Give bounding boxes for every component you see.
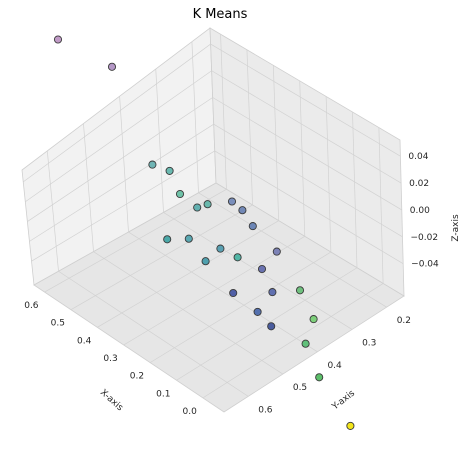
- scatter-point: [268, 288, 277, 297]
- gridline-floor-x: [97, 220, 279, 328]
- y-ticks: 0.2 0.3 0.4 0.5 0.6: [258, 316, 411, 415]
- x-tick-label: 0.4: [77, 336, 92, 346]
- x-tick-label: 0.6: [24, 301, 39, 311]
- y-axis-label: Y-axis: [330, 388, 357, 413]
- x-axis-label: X-axis: [98, 388, 125, 414]
- scatter-point: [233, 253, 242, 262]
- gridlines: [23, 34, 404, 399]
- gridline-wall-y: [119, 96, 129, 233]
- gridline-floor-y: [163, 212, 353, 330]
- gridline-floor-x: [70, 204, 253, 310]
- scatter-point: [203, 200, 212, 209]
- scatter-point: [295, 286, 305, 295]
- axes-panes: [21, 27, 405, 413]
- scatter-point: [309, 315, 318, 324]
- z-tick-label: 0.00: [410, 206, 430, 216]
- z-tick-label: −0.04: [411, 260, 439, 270]
- gridline-floor-y: [198, 192, 387, 308]
- scatter-point: [301, 339, 310, 348]
- scatter-point: [163, 235, 172, 244]
- gridline-floor-x: [149, 251, 332, 363]
- scatter-point: [107, 62, 117, 71]
- z-ticks: 0.04 0.02 0.00 −0.02 −0.04: [408, 152, 439, 270]
- gridline-wall-z: [27, 97, 402, 222]
- gridline-wall-x: [220, 34, 227, 190]
- y-tick-label: 0.2: [397, 316, 411, 326]
- scatter-point: [201, 257, 210, 266]
- y-tick-label: 0.5: [293, 383, 307, 393]
- gridline-wall-y: [155, 68, 164, 213]
- z-tick-label: 0.04: [408, 152, 428, 162]
- gridline-wall-x: [246, 49, 253, 205]
- x-tick-label: 0.2: [130, 372, 144, 382]
- scatter-point: [267, 322, 276, 331]
- data-points: [53, 35, 355, 430]
- y-tick-label: 0.4: [327, 361, 342, 371]
- x-tick-label: 0.0: [183, 407, 198, 417]
- gridline-floor-x: [202, 283, 384, 399]
- z-axis-label: Z-axis: [451, 214, 461, 242]
- x-ticks: 0.6 0.5 0.4 0.3 0.2 0.1 0.0: [24, 301, 197, 417]
- scatter-point: [253, 307, 262, 316]
- gridline-wall-y: [83, 123, 94, 252]
- scatter-point: [238, 206, 247, 215]
- gridline-wall-x: [272, 65, 280, 221]
- scatter-point: [227, 197, 237, 206]
- gridline-wall-z: [25, 70, 402, 203]
- scatter-point: [346, 421, 355, 430]
- gridline-wall-x: [325, 96, 332, 253]
- gridline-wall-x: [352, 111, 358, 268]
- gridline-wall-z: [29, 123, 403, 242]
- gridline-wall-y: [46, 150, 59, 272]
- chart-title: K Means: [193, 7, 248, 22]
- gridline-floor-y: [93, 251, 284, 375]
- scatter-point: [175, 189, 185, 199]
- z-tick-label: 0.02: [409, 179, 429, 189]
- z-tick-label: −0.02: [410, 233, 438, 243]
- scatter-point: [148, 160, 157, 169]
- gridline-wall-z: [23, 43, 401, 183]
- gridline-wall-z: [31, 150, 404, 265]
- scatter-point: [184, 234, 193, 243]
- y-tick-label: 0.3: [362, 338, 376, 348]
- x-tick-label: 0.5: [51, 319, 65, 329]
- scatter-point: [248, 222, 257, 231]
- x-tick-label: 0.1: [156, 389, 170, 399]
- gridline-floor-y: [58, 270, 249, 397]
- gridline-wall-x: [378, 127, 384, 284]
- gridline-floor-y: [128, 231, 318, 353]
- gridline-wall-x: [299, 80, 306, 237]
- y-tick-label: 0.6: [258, 405, 273, 415]
- pane-floor: [33, 182, 405, 413]
- scatter-point: [53, 35, 63, 44]
- scatter-point: [229, 288, 238, 298]
- x-tick-label: 0.3: [103, 354, 117, 364]
- gridline-wall-y: [191, 41, 199, 193]
- gridline-floor-x: [176, 267, 358, 381]
- scatter-point: [272, 247, 281, 256]
- scatter-point: [315, 373, 324, 382]
- scatter-point: [165, 166, 174, 175]
- scatter-point: [257, 264, 267, 274]
- scatter-point: [216, 244, 225, 253]
- scatter-point: [193, 203, 202, 212]
